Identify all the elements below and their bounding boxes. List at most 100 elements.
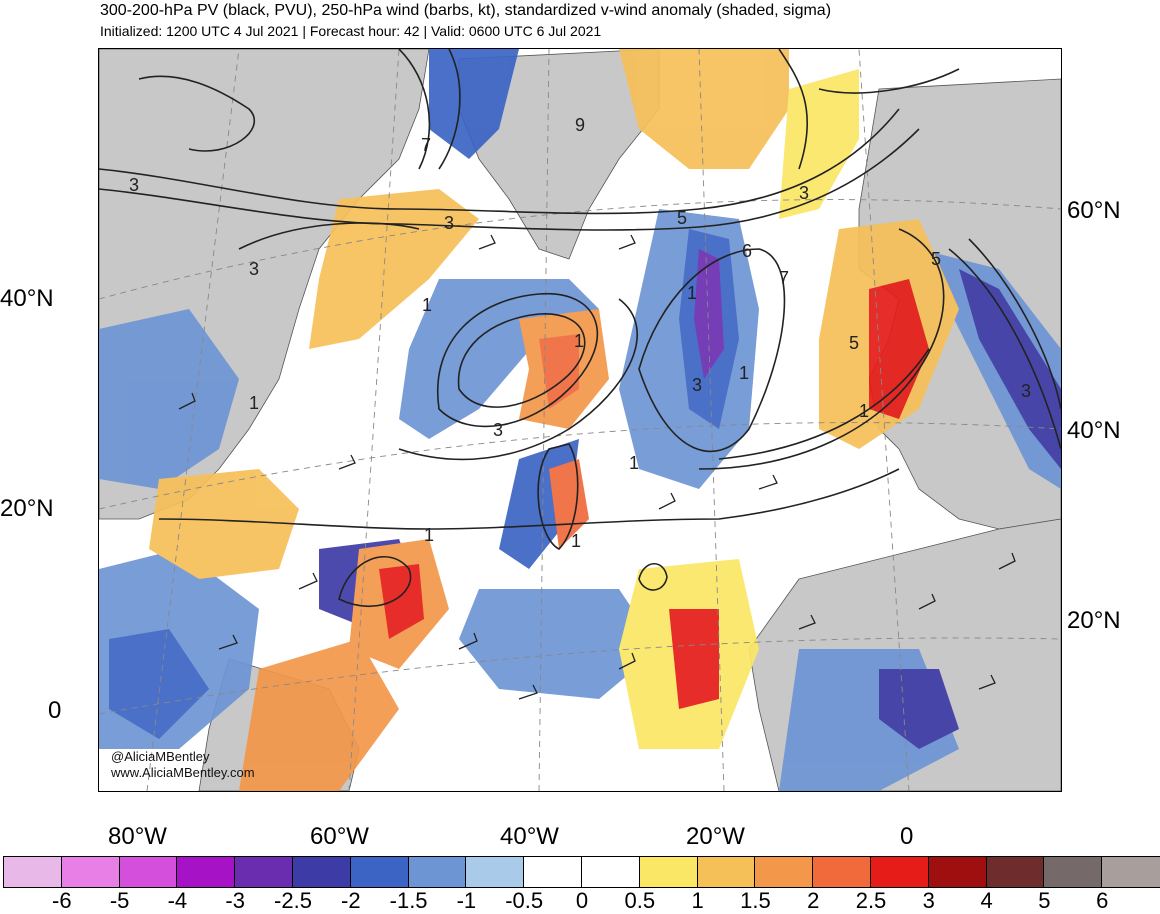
colorbar-swatch: [581, 857, 640, 887]
colorbar-swatch: [986, 857, 1045, 887]
colorbar-swatch: [1102, 857, 1160, 887]
lon-label: 0: [900, 823, 914, 850]
pv-contour: [338, 556, 412, 608]
wind-barb: [458, 632, 478, 650]
anomaly-blue-region: [959, 269, 1061, 469]
anomaly-warm-region: [869, 279, 929, 419]
graticule: [99, 49, 1061, 791]
contour-label: 3: [444, 213, 454, 233]
anomaly-warm-region: [239, 639, 399, 791]
contour-label: 3: [129, 175, 139, 195]
pv-contour: [948, 248, 1061, 450]
pv-contour: [638, 248, 786, 453]
contour-label: 1: [739, 363, 749, 383]
anomaly-warm-region: [779, 69, 859, 219]
colorbar-swatch: [350, 857, 409, 887]
contour-label: 1: [687, 283, 697, 303]
colorbar-label: 3: [922, 888, 935, 913]
colorbar-label: -0.5: [505, 888, 544, 913]
colorbar-label: 1.5: [740, 888, 771, 913]
longitude-line: [858, 49, 910, 791]
wind-barb: [998, 552, 1016, 570]
colorbar-label: -2.5: [274, 888, 312, 913]
colorbar-swatch: [177, 857, 236, 887]
colorbar-swatch: [697, 857, 756, 887]
contour-label: 5: [677, 208, 687, 228]
pv-contour: [138, 75, 256, 152]
anomaly-warm-region: [549, 459, 589, 549]
wind-barb: [978, 674, 996, 690]
contour-label: 1: [859, 401, 869, 421]
contour-labels: 3 3 5 9 7 3 1 1 3 1 3 1 1 1 5 6 7 5 3 1 …: [129, 115, 1031, 551]
anomaly-warm-region: [379, 564, 424, 639]
colorbar-swatch: [119, 857, 178, 887]
colorbar-label: 1: [691, 888, 704, 913]
wind-barb: [758, 474, 778, 490]
pv-contour: [968, 238, 1061, 410]
latitude-line: [99, 637, 1061, 715]
pv-contour: [158, 468, 900, 530]
contour-label: 5: [849, 333, 859, 353]
contour-label: 1: [424, 525, 434, 545]
wind-barb: [478, 234, 496, 250]
contour-label: 1: [574, 331, 584, 351]
colorbar-swatch: [61, 857, 120, 887]
colorbar-swatch: [466, 857, 525, 887]
pv-contour: [698, 228, 945, 470]
contour-label: 9: [575, 115, 585, 135]
colorbar-label: 5: [1038, 888, 1051, 913]
lat-label-right: 20°N: [1067, 607, 1121, 634]
map-canvas: 3 3 5 9 7 3 1 1 3 1 3 1 1 1 5 6 7 5 3 1 …: [99, 49, 1061, 791]
anomaly-blue-region: [459, 589, 659, 699]
wind-barb: [178, 392, 196, 410]
anomaly-blue-region: [429, 49, 519, 159]
lon-label: 20°W: [686, 823, 745, 850]
pv-contour: [398, 298, 638, 461]
colorbar-swatch: [639, 857, 698, 887]
contour-label: 1: [422, 295, 432, 315]
anomaly-blue-region: [109, 629, 209, 739]
latitude-line: [99, 199, 1061, 300]
colorbar-swatch: [870, 857, 929, 887]
pv-contour: [398, 49, 431, 170]
weather-map: 3 3 5 9 7 3 1 1 3 1 3 1 1 1 5 6 7 5 3 1 …: [98, 48, 1062, 792]
contour-label: 3: [1021, 381, 1031, 401]
credit-website: www.AliciaMBentley.com: [111, 765, 255, 780]
longitude-line: [538, 49, 550, 791]
anomaly-blue-region: [99, 309, 239, 489]
pv-contour: [778, 49, 808, 170]
contour-label: 6: [742, 241, 752, 261]
pv-contour: [238, 222, 420, 250]
colorbar-swatch: [408, 857, 467, 887]
contour-label: 3: [692, 375, 702, 395]
pv-contour: [638, 562, 668, 591]
pv-contour: [438, 49, 461, 170]
chart-subtitle: Initialized: 1200 UTC 4 Jul 2021 | Forec…: [100, 23, 602, 39]
colorbar-label: 0.5: [624, 888, 656, 913]
colorbar-swatch: [1044, 857, 1103, 887]
wind-barb: [618, 234, 636, 250]
colorbar-swatch: [292, 857, 351, 887]
lat-label-left: 40°N: [0, 285, 54, 312]
colorbar-label: 2.5: [855, 888, 887, 913]
lon-label: 80°W: [108, 823, 167, 850]
lat-label-left: 20°N: [0, 495, 54, 522]
colorbar-label: -4: [167, 888, 188, 913]
pv-contour: [537, 443, 579, 550]
contour-label: 1: [249, 393, 259, 413]
wind-barb: [518, 684, 538, 700]
contour-label: 5: [931, 249, 941, 269]
credit-handle: @AliciaMBentley: [111, 749, 210, 764]
colorbar-label: -1: [456, 888, 477, 913]
colorbar-swatch: [4, 857, 62, 887]
anomaly-warm-region: [149, 469, 299, 579]
wind-barb: [918, 593, 936, 610]
lon-label: 60°W: [310, 823, 369, 850]
anomaly-warm-region: [619, 49, 789, 169]
wind-barb: [658, 492, 676, 510]
contour-label: 3: [493, 420, 503, 440]
colorbar-swatch: [928, 857, 987, 887]
pv-contour: [718, 348, 930, 460]
wind-barb: [618, 652, 636, 670]
pv-contour: [99, 108, 900, 215]
